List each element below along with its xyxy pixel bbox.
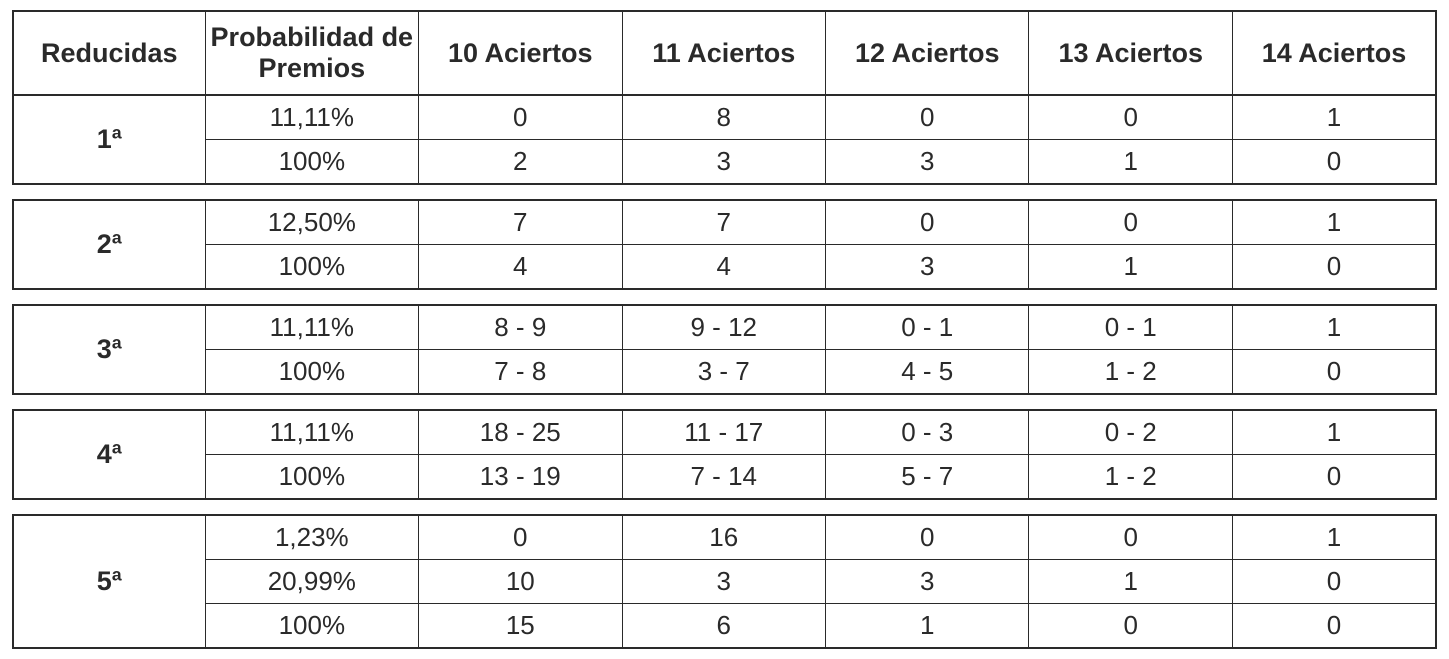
cell-a13: 0	[1029, 604, 1232, 649]
cell-a11: 9 - 12	[622, 305, 825, 350]
cell-a11: 7	[622, 200, 825, 245]
cell-a10: 4	[419, 245, 622, 290]
table-row: 3ª 11,11% 8 - 9 9 - 12 0 - 1 0 - 1 1	[13, 305, 1436, 350]
table-row: 4ª 11,11% 18 - 25 11 - 17 0 - 3 0 - 2 1	[13, 410, 1436, 455]
cell-a11: 16	[622, 515, 825, 560]
cell-prob: 1,23%	[205, 515, 418, 560]
col-probabilidad: Probabilidad de Premios	[205, 11, 418, 95]
cell-a11: 3 - 7	[622, 350, 825, 395]
table-row: 100% 15 6 1 0 0	[13, 604, 1436, 649]
cell-a10: 7	[419, 200, 622, 245]
cell-a13: 1 - 2	[1029, 455, 1232, 500]
cell-prob: 11,11%	[205, 95, 418, 140]
col-11-aciertos: 11 Aciertos	[622, 11, 825, 95]
cell-a10: 8 - 9	[419, 305, 622, 350]
header-row: Reducidas Probabilidad de Premios 10 Aci…	[13, 11, 1436, 95]
cell-prob: 11,11%	[205, 305, 418, 350]
cell-a11: 3	[622, 140, 825, 185]
cell-a14: 1	[1232, 305, 1436, 350]
group-label: 3ª	[13, 305, 205, 394]
cell-a13: 1	[1029, 140, 1232, 185]
cell-a10: 0	[419, 515, 622, 560]
reducidas-group-1: Reducidas Probabilidad de Premios 10 Aci…	[12, 10, 1437, 185]
cell-a12: 3	[826, 140, 1029, 185]
cell-a11: 6	[622, 604, 825, 649]
cell-a13: 1 - 2	[1029, 350, 1232, 395]
table-row: 100% 4 4 3 1 0	[13, 245, 1436, 290]
cell-a10: 15	[419, 604, 622, 649]
group-label: 5ª	[13, 515, 205, 648]
reducidas-group-5: 5ª 1,23% 0 16 0 0 1 20,99% 10 3 3 1 0 10…	[12, 514, 1437, 649]
table-header: Reducidas Probabilidad de Premios 10 Aci…	[13, 11, 1436, 95]
cell-a14: 0	[1232, 245, 1436, 290]
cell-a11: 8	[622, 95, 825, 140]
col-reducidas: Reducidas	[13, 11, 205, 95]
table-row: 100% 13 - 19 7 - 14 5 - 7 1 - 2 0	[13, 455, 1436, 500]
cell-a14: 1	[1232, 200, 1436, 245]
cell-a12: 3	[826, 560, 1029, 604]
col-14-aciertos: 14 Aciertos	[1232, 11, 1436, 95]
cell-prob: 100%	[205, 140, 418, 185]
cell-a11: 11 - 17	[622, 410, 825, 455]
cell-prob: 100%	[205, 350, 418, 395]
cell-a14: 0	[1232, 455, 1436, 500]
cell-a14: 0	[1232, 350, 1436, 395]
table-row: 100% 7 - 8 3 - 7 4 - 5 1 - 2 0	[13, 350, 1436, 395]
cell-a13: 0 - 1	[1029, 305, 1232, 350]
table-row: 1ª 11,11% 0 8 0 0 1	[13, 95, 1436, 140]
cell-a13: 0	[1029, 200, 1232, 245]
group-label: 4ª	[13, 410, 205, 499]
cell-a13: 0	[1029, 95, 1232, 140]
reducidas-group-4: 4ª 11,11% 18 - 25 11 - 17 0 - 3 0 - 2 1 …	[12, 409, 1437, 500]
cell-a12: 4 - 5	[826, 350, 1029, 395]
cell-a14: 1	[1232, 95, 1436, 140]
col-10-aciertos: 10 Aciertos	[419, 11, 622, 95]
cell-a14: 0	[1232, 560, 1436, 604]
cell-prob: 100%	[205, 245, 418, 290]
table-row: 20,99% 10 3 3 1 0	[13, 560, 1436, 604]
col-12-aciertos: 12 Aciertos	[826, 11, 1029, 95]
group-label: 2ª	[13, 200, 205, 289]
table-row: 2ª 12,50% 7 7 0 0 1	[13, 200, 1436, 245]
cell-prob: 12,50%	[205, 200, 418, 245]
reducidas-group-3: 3ª 11,11% 8 - 9 9 - 12 0 - 1 0 - 1 1 100…	[12, 304, 1437, 395]
cell-a14: 0	[1232, 140, 1436, 185]
cell-a12: 0	[826, 95, 1029, 140]
cell-a10: 2	[419, 140, 622, 185]
cell-a11: 4	[622, 245, 825, 290]
table-row: 5ª 1,23% 0 16 0 0 1	[13, 515, 1436, 560]
group-label: 1ª	[13, 95, 205, 184]
reducidas-group-2: 2ª 12,50% 7 7 0 0 1 100% 4 4 3 1 0	[12, 199, 1437, 290]
cell-a10: 10	[419, 560, 622, 604]
cell-a12: 0	[826, 200, 1029, 245]
cell-a12: 0	[826, 515, 1029, 560]
cell-a12: 0 - 1	[826, 305, 1029, 350]
cell-prob: 100%	[205, 455, 418, 500]
cell-a14: 1	[1232, 410, 1436, 455]
cell-a13: 0	[1029, 515, 1232, 560]
cell-a10: 13 - 19	[419, 455, 622, 500]
cell-a11: 3	[622, 560, 825, 604]
cell-a10: 0	[419, 95, 622, 140]
cell-a13: 1	[1029, 245, 1232, 290]
table-row: 100% 2 3 3 1 0	[13, 140, 1436, 185]
cell-prob: 20,99%	[205, 560, 418, 604]
cell-a11: 7 - 14	[622, 455, 825, 500]
cell-a10: 7 - 8	[419, 350, 622, 395]
cell-a12: 5 - 7	[826, 455, 1029, 500]
col-13-aciertos: 13 Aciertos	[1029, 11, 1232, 95]
cell-prob: 11,11%	[205, 410, 418, 455]
cell-prob: 100%	[205, 604, 418, 649]
cell-a12: 0 - 3	[826, 410, 1029, 455]
cell-a14: 0	[1232, 604, 1436, 649]
cell-a14: 1	[1232, 515, 1436, 560]
cell-a12: 1	[826, 604, 1029, 649]
cell-a10: 18 - 25	[419, 410, 622, 455]
cell-a13: 0 - 2	[1029, 410, 1232, 455]
cell-a13: 1	[1029, 560, 1232, 604]
cell-a12: 3	[826, 245, 1029, 290]
